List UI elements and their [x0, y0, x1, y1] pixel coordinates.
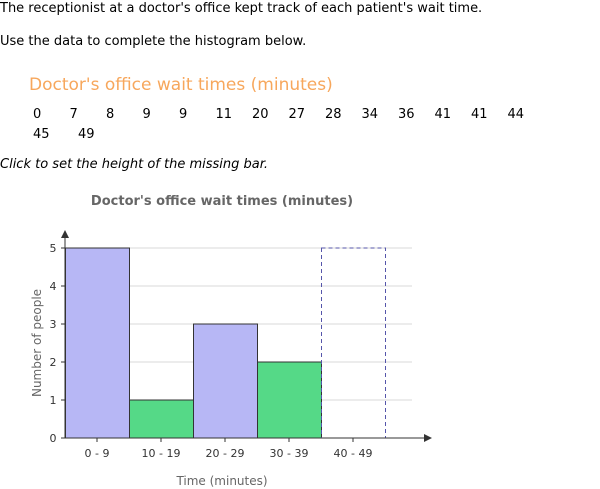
dataset-value: 41 — [434, 107, 452, 122]
x-tick-label: 0 - 9 — [85, 447, 110, 460]
dataset-value: 28 — [325, 107, 342, 122]
y-axis-label: Number of people — [30, 289, 44, 397]
dataset-value: 45 — [33, 127, 50, 142]
dataset-values: 0 7 8 9 9 11 20 27 28 34 36 41 41 44 45 49 — [0, 106, 600, 146]
dataset-value: 20 — [252, 107, 269, 122]
dataset-value: 49 — [78, 127, 95, 142]
dataset-value: 11 — [215, 107, 233, 122]
dataset-value: 8 — [106, 107, 115, 122]
x-tick-label: 20 - 29 — [206, 447, 245, 460]
x-tick-label: 40 - 49 — [334, 447, 373, 460]
x-axis-label: Time (minutes) — [175, 474, 267, 488]
dataset-value: 34 — [361, 107, 379, 122]
dataset-value: 44 — [507, 107, 525, 122]
y-tick-label: 5 — [50, 242, 57, 255]
dataset-value: 9 — [179, 107, 188, 122]
chart-axes — [61, 230, 432, 442]
instruction-text: Click to set the height of the missing b… — [0, 157, 269, 172]
x-axis-arrow — [424, 434, 432, 442]
y-tick-label: 4 — [50, 280, 57, 293]
x-tick-label: 10 - 19 — [142, 447, 181, 460]
dataset-value: 7 — [69, 107, 78, 122]
y-ticks: 0 1 2 3 4 5 — [50, 242, 65, 445]
y-axis-arrow — [61, 230, 69, 238]
chart-bars — [65, 247, 386, 439]
x-ticks: 0 - 9 10 - 19 20 - 29 30 - 39 40 - 49 — [85, 438, 373, 460]
dataset-value: 9 — [142, 107, 151, 122]
y-tick-label: 3 — [50, 318, 57, 331]
dataset-title: Doctor's office wait times (minutes) — [29, 75, 333, 95]
missing-bar-placeholder[interactable] — [321, 247, 386, 439]
dataset-value: 36 — [398, 107, 415, 122]
histogram-bar — [193, 323, 258, 439]
y-tick-label: 1 — [50, 394, 57, 407]
dataset-value: 41 — [471, 107, 488, 122]
histogram-bar — [129, 399, 194, 439]
dataset-value: 0 — [33, 107, 42, 122]
dataset-value: 27 — [288, 107, 306, 122]
chart-title: Doctor's office wait times (minutes) — [91, 194, 353, 209]
problem-line-1: The receptionist at a doctor's office ke… — [0, 1, 483, 16]
problem-line-2: Use the data to complete the histogram b… — [0, 34, 307, 49]
histogram-bar — [257, 361, 322, 439]
x-tick-label: 30 - 39 — [270, 447, 309, 460]
histogram-bar — [65, 247, 130, 439]
y-tick-label: 0 — [50, 432, 57, 445]
y-tick-label: 2 — [50, 356, 57, 369]
